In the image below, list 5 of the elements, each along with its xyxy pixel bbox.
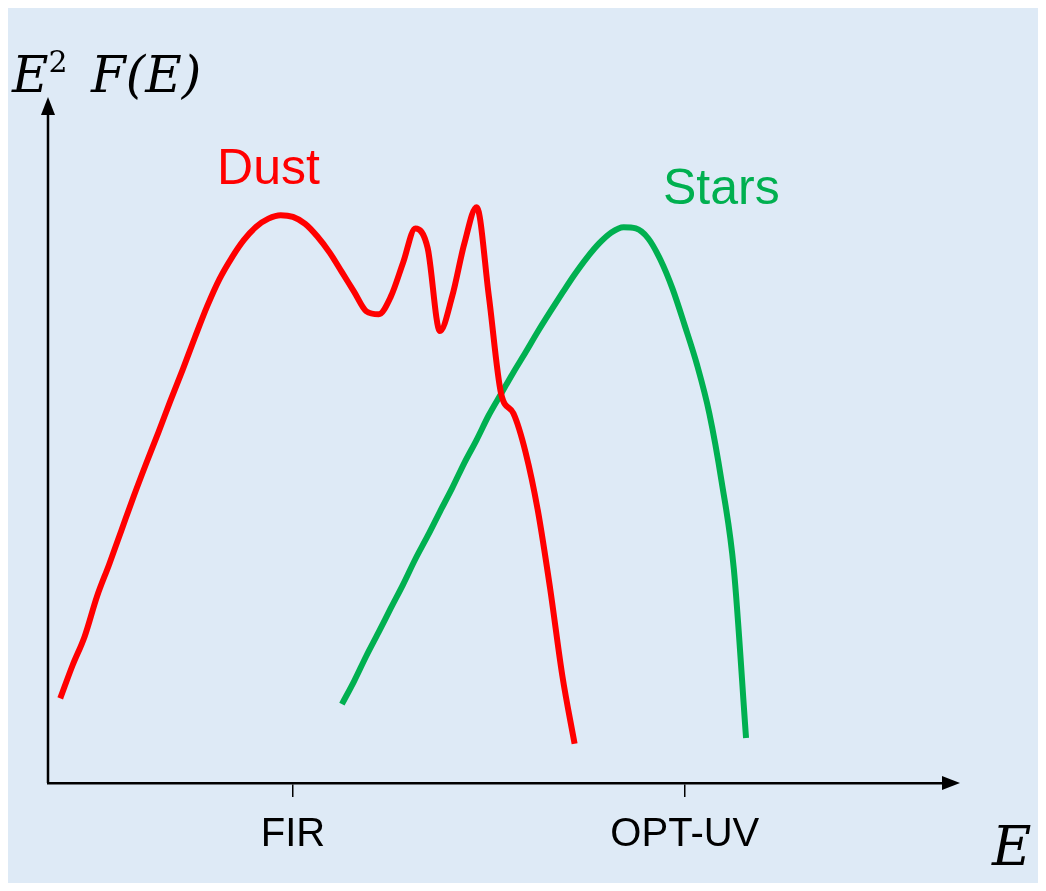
x-axis-title: E [991,815,1032,878]
series-label: Stars [662,159,780,216]
x-tick-label: OPT-UV [610,810,760,855]
series-label: Dust [217,138,320,195]
x-tick-label: FIR [260,810,326,855]
